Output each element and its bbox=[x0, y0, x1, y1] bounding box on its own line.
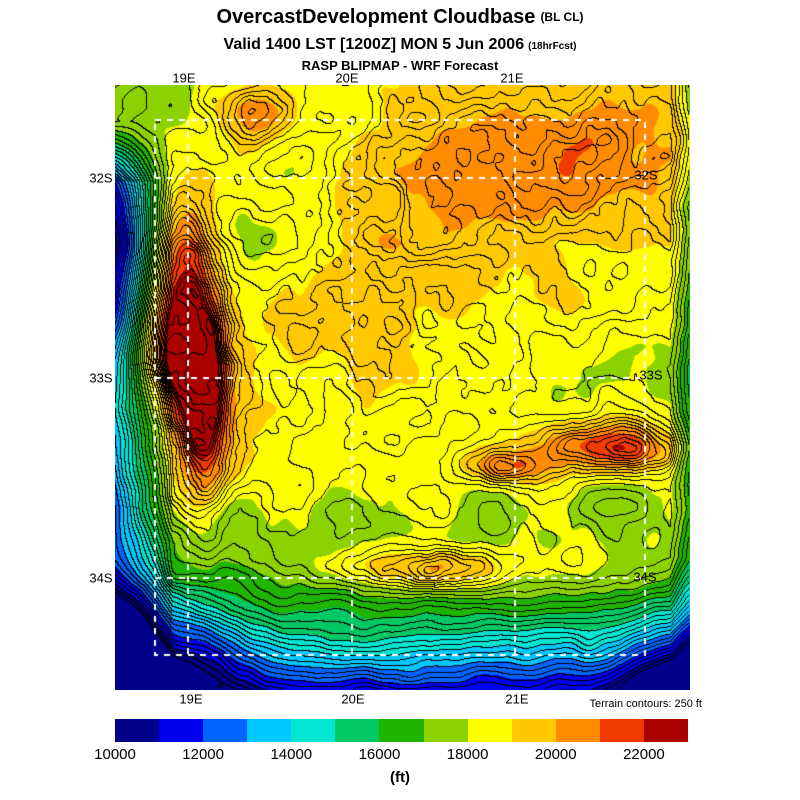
colorbar bbox=[115, 719, 689, 742]
colorbar-segment bbox=[643, 719, 689, 742]
colorbar-tick-label: 22000 bbox=[623, 746, 665, 763]
colorbar-segment bbox=[247, 719, 292, 742]
lat-label-right-34s: 34S bbox=[633, 569, 657, 585]
colorbar-tick-label: 10000 bbox=[94, 746, 136, 763]
lon-label-top-19e: 19E bbox=[172, 70, 196, 86]
valid-time-text: Valid 1400 LST [1200Z] MON 5 Jun 2006 bbox=[223, 36, 525, 53]
page-title: OvercastDevelopment Cloudbase bbox=[216, 6, 536, 28]
lon-label-top-21e: 21E bbox=[500, 70, 524, 86]
lon-label-bottom-19e: 19E bbox=[179, 691, 203, 707]
colorbar-tick-label: 16000 bbox=[358, 746, 401, 763]
colorbar-tick-label: 14000 bbox=[270, 746, 313, 763]
header: OvercastDevelopment Cloudbase (BL CL) Val… bbox=[0, 6, 800, 74]
lat-label-left-33s: 33S bbox=[89, 370, 113, 386]
colorbar-segment bbox=[335, 719, 380, 742]
model-credit-text: RASP BLIPMAP - WRF Forecast bbox=[301, 58, 499, 74]
lat-label-right-33s: 33S bbox=[639, 367, 663, 383]
colorbar-segment bbox=[203, 719, 248, 742]
forecast-map bbox=[115, 85, 690, 690]
lon-label-top-20e: 20E bbox=[335, 70, 359, 86]
colorbar-segment bbox=[467, 719, 512, 742]
forecast-hour-text: (18hrFcst) bbox=[528, 41, 577, 52]
colorbar-segment bbox=[555, 719, 600, 742]
colorbar-tick-label: 18000 bbox=[446, 746, 489, 763]
colorbar-tick-label: 20000 bbox=[534, 746, 577, 763]
lat-label-right-32s: 32S bbox=[634, 167, 658, 183]
colorbar-segment bbox=[423, 719, 468, 742]
colorbar-segment bbox=[511, 719, 556, 742]
colorbar-segment bbox=[115, 719, 160, 742]
colorbar-unit-label: (ft) bbox=[390, 769, 410, 786]
valid-line: Valid 1400 LST [1200Z] MON 5 Jun 2006 (18… bbox=[0, 36, 800, 54]
colorbar-segment bbox=[159, 719, 204, 742]
colorbar-segment bbox=[599, 719, 644, 742]
lat-label-left-34s: 34S bbox=[89, 570, 113, 586]
terrain-contour-note: Terrain contours: 250 ft bbox=[589, 698, 702, 710]
title-line: OvercastDevelopment Cloudbase (BL CL) bbox=[0, 6, 800, 29]
lon-label-bottom-21e: 21E bbox=[505, 691, 529, 707]
colorbar-segment bbox=[291, 719, 336, 742]
lat-label-left-32s: 32S bbox=[89, 170, 113, 186]
colorbar-segment bbox=[379, 719, 424, 742]
lon-label-bottom-20e: 20E bbox=[341, 691, 365, 707]
title-parameter-code: (BL CL) bbox=[540, 10, 584, 24]
colorbar-tick-label: 12000 bbox=[182, 746, 224, 763]
